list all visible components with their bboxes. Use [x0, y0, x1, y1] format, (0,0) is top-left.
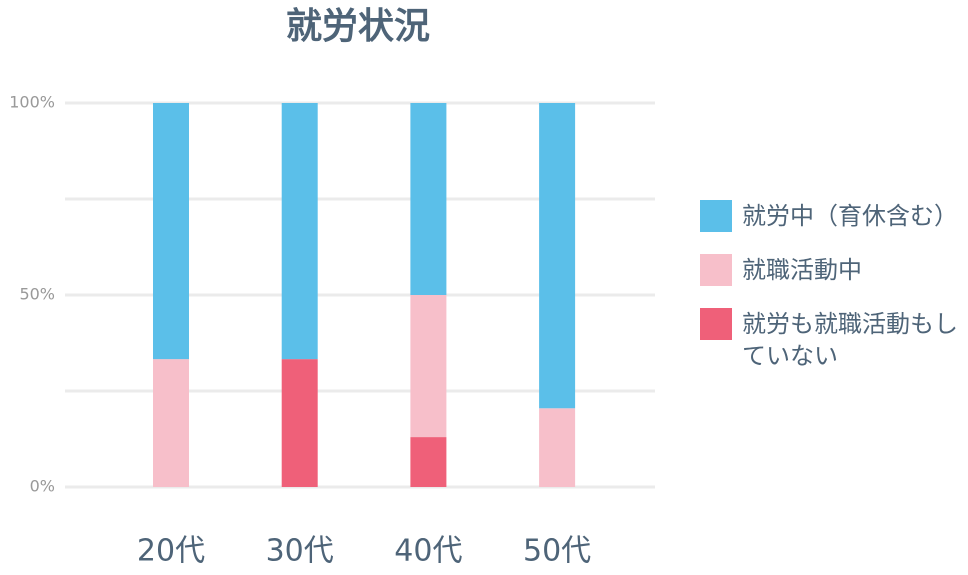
legend-label: 就労も就職活動もしていない	[742, 310, 958, 370]
legend-swatch	[700, 254, 732, 286]
legend-item: 就労中（育休含む）	[700, 200, 962, 232]
legend-item: 就労も就職活動もしていない	[700, 308, 962, 372]
chart-title: 就労状況	[286, 6, 430, 47]
y-tick-label: 50%	[19, 285, 55, 304]
x-tick-label: 50代	[523, 534, 591, 569]
x-tick-label: 30代	[266, 534, 334, 569]
legend-label: 就労中（育休含む）	[742, 202, 958, 230]
x-tick-label: 20代	[137, 534, 205, 569]
bar-segment	[539, 103, 576, 409]
legend-label: 就職活動中	[742, 256, 862, 284]
legend: 就労中（育休含む） 就職活動中就労も就職活動もしていない	[700, 200, 962, 394]
x-tick-label: 40代	[394, 534, 462, 569]
bar-segment	[410, 295, 447, 438]
bar-segment	[410, 103, 447, 295]
bar-segment	[539, 408, 576, 487]
bar-segment	[410, 437, 447, 487]
y-tick-label: 100%	[9, 93, 55, 112]
bar-segment	[281, 103, 318, 360]
legend-swatch	[700, 200, 732, 232]
bar-segment	[153, 359, 189, 487]
legend-swatch	[700, 308, 732, 340]
legend-item: 就職活動中	[700, 254, 962, 286]
bar-segment	[281, 359, 318, 487]
bar-segment	[153, 103, 189, 360]
y-tick-label: 0%	[30, 477, 55, 496]
